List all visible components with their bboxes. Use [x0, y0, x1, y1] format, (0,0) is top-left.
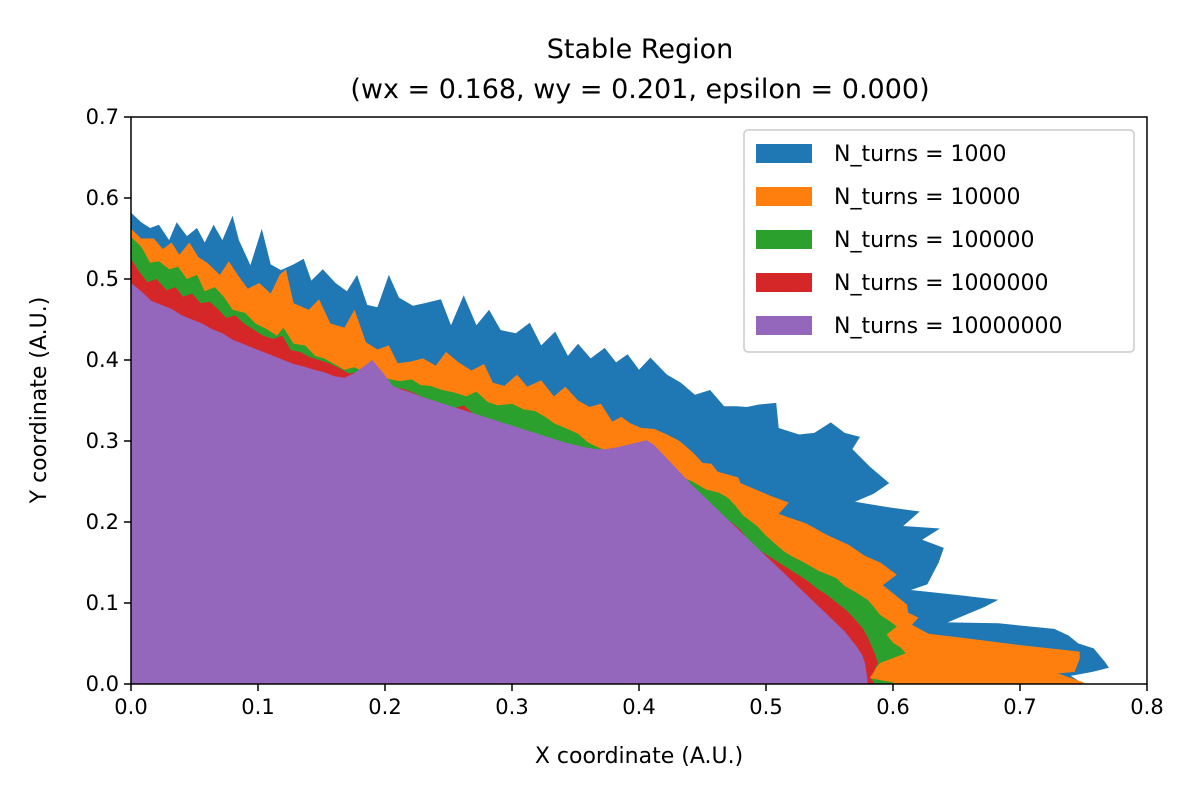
legend-box — [743, 129, 1135, 353]
y-axis: 0.0 0.1 0.2 0.3 0.4 0.5 0.6 0.7 — [86, 105, 131, 696]
legend-swatch — [756, 230, 812, 249]
series-area-4 — [131, 283, 868, 684]
y-tick-label: 0.6 — [86, 186, 119, 210]
y-tick-label: 0.7 — [86, 105, 119, 129]
y-tick-label: 0.5 — [86, 267, 119, 291]
x-tick-label: 0.0 — [114, 695, 147, 719]
legend-label: N_turns = 10000 — [834, 185, 1021, 210]
x-axis-label: X coordinate (A.U.) — [535, 744, 743, 769]
x-tick-label: 0.2 — [368, 695, 401, 719]
y-tick-label: 0.2 — [86, 510, 119, 534]
y-tick-label: 0.4 — [86, 348, 119, 372]
legend: N_turns = 1000 N_turns = 10000 N_turns = 1… — [743, 129, 1135, 353]
y-tick-label: 0.1 — [86, 591, 119, 615]
x-tick-label: 0.3 — [495, 695, 528, 719]
x-tick-label: 0.7 — [1003, 695, 1036, 719]
chart-title: Stable Region — [547, 34, 734, 65]
series-layer — [131, 212, 1109, 684]
legend-swatch — [756, 273, 812, 292]
legend-label: N_turns = 100000 — [834, 228, 1035, 253]
legend-swatch — [756, 316, 812, 335]
legend-label: N_turns = 10000000 — [834, 314, 1063, 339]
legend-items: N_turns = 1000 N_turns = 10000 N_turns = 1… — [756, 142, 1063, 339]
chart-subtitle: (wx = 0.168, wy = 0.201, epsilon = 0.000… — [350, 74, 929, 105]
x-axis: 0.0 0.1 0.2 0.3 0.4 0.5 0.6 0.7 0.8 — [114, 684, 1164, 719]
y-tick-label: 0.3 — [86, 429, 119, 453]
legend-label: N_turns = 1000000 — [834, 271, 1049, 296]
y-axis-label: Y coordinate (A.U.) — [27, 297, 52, 505]
x-tick-label: 0.6 — [876, 695, 909, 719]
legend-label: N_turns = 1000 — [834, 142, 1007, 167]
y-tick-label: 0.0 — [86, 672, 119, 696]
x-tick-label: 0.4 — [622, 695, 655, 719]
legend-swatch — [756, 187, 812, 206]
x-tick-label: 0.8 — [1130, 695, 1163, 719]
legend-swatch — [756, 144, 812, 163]
x-tick-label: 0.1 — [241, 695, 274, 719]
x-tick-label: 0.5 — [749, 695, 782, 719]
